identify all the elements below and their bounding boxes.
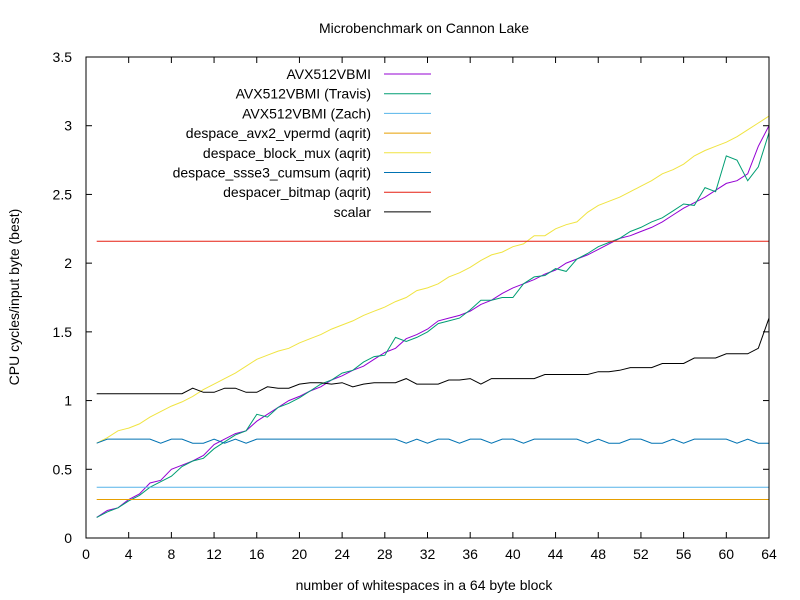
legend-label-7: scalar [334, 204, 372, 220]
series-line-1 [96, 132, 770, 518]
legend-label-5: despace_ssse3_cumsum (aqrit) [173, 165, 371, 181]
x-tick-label: 60 [719, 546, 735, 562]
plot-lines [96, 115, 770, 518]
series-line-4 [96, 115, 770, 444]
x-tick-label: 52 [633, 546, 649, 562]
y-axis-label: CPU cycles/input byte (best) [6, 209, 22, 386]
x-tick-label: 32 [420, 546, 436, 562]
legend-label-2: AVX512VBMI (Zach) [242, 105, 371, 121]
plot-frame [85, 56, 770, 539]
legend-label-4: despace_block_mux (aqrit) [203, 145, 371, 161]
x-axis-label: number of whitespaces in a 64 byte block [296, 577, 554, 593]
series-line-7 [96, 317, 770, 395]
x-tick-label: 20 [292, 546, 308, 562]
legend-label-6: despacer_bitmap (aqrit) [223, 184, 371, 200]
x-tick-label: 56 [676, 546, 692, 562]
x-tick-label: 0 [82, 546, 90, 562]
y-tick-label: 1 [64, 393, 72, 409]
x-tick-label: 44 [548, 546, 564, 562]
y-tick-label: 2.5 [53, 186, 73, 202]
x-tick-label: 24 [334, 546, 350, 562]
chart-title: Microbenchmark on Cannon Lake [319, 20, 529, 36]
x-tick-label: 48 [590, 546, 606, 562]
x-tick-label: 36 [462, 546, 478, 562]
x-tick-label: 12 [206, 546, 222, 562]
axis-ticks: 0 4 8 12 16 20 24 28 32 36 40 44 48 52 56 60 6400.511.52… [53, 49, 777, 562]
legend-label-3: despace_avx2_vpermd (aqrit) [186, 125, 371, 141]
legend-label-0: AVX512VBMI [286, 66, 371, 82]
x-tick-label: 64 [761, 546, 777, 562]
y-tick-label: 2 [64, 255, 72, 271]
legend: AVX512VBMI AVX512VBMI (Travis) AVX512VBMI … [173, 66, 431, 220]
x-tick-label: 28 [377, 546, 393, 562]
x-tick-label: 16 [249, 546, 265, 562]
y-tick-label: 0 [64, 530, 72, 546]
y-tick-label: 0.5 [53, 461, 73, 477]
legend-label-1: AVX512VBMI (Travis) [236, 86, 371, 102]
series-line-5 [96, 438, 769, 444]
x-tick-label: 4 [125, 546, 133, 562]
y-tick-label: 3.5 [53, 49, 73, 65]
x-tick-label: 40 [505, 546, 521, 562]
x-tick-label: 8 [167, 546, 175, 562]
y-tick-label: 3 [64, 118, 72, 134]
series-line-0 [96, 125, 770, 518]
y-tick-label: 1.5 [53, 324, 73, 340]
